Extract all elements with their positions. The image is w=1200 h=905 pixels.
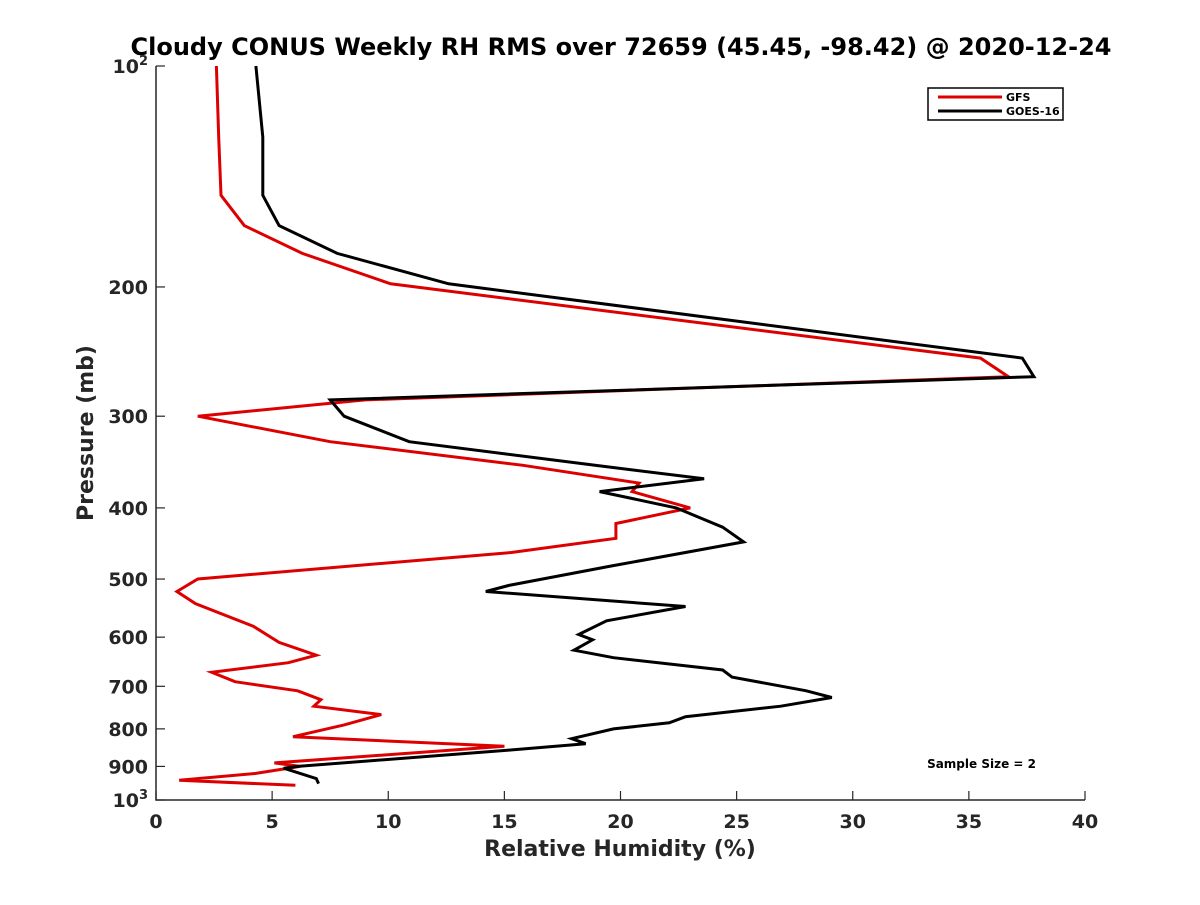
chart-title: Cloudy CONUS Weekly RH RMS over 72659 (4… bbox=[131, 33, 1112, 61]
series-line-goes16 bbox=[254, 65, 1037, 785]
y-tick-label: 500 bbox=[108, 569, 148, 591]
y-tick-label: 700 bbox=[108, 676, 148, 698]
legend-label-goes16: GOES-16 bbox=[1006, 105, 1060, 118]
x-tick-label: 20 bbox=[607, 811, 633, 833]
x-tick-label: 35 bbox=[956, 811, 982, 833]
x-tick-label: 40 bbox=[1072, 811, 1098, 833]
y-tick-label: 200 bbox=[108, 277, 148, 299]
y-tick-label: 300 bbox=[108, 406, 148, 428]
series-layer bbox=[174, 65, 1037, 787]
x-tick-label: 0 bbox=[149, 811, 162, 833]
y-tick-label: 600 bbox=[108, 627, 148, 649]
y-axis-ticks: 102 200 300 400 500 600 700 800 900 103 bbox=[108, 54, 165, 812]
x-tick-label: 25 bbox=[723, 811, 749, 833]
y-tick-label: 102 bbox=[113, 54, 149, 78]
y-tick-label: 400 bbox=[108, 498, 148, 520]
x-tick-label: 15 bbox=[491, 811, 517, 833]
y-tick-label: 103 bbox=[113, 788, 149, 812]
legend-box bbox=[927, 87, 1064, 121]
legend-label-gfs: GFS bbox=[1006, 91, 1031, 104]
x-axis-ticks: 0 5 10 15 20 25 30 35 40 bbox=[149, 791, 1098, 833]
sample-size-annotation: Sample Size = 2 bbox=[927, 757, 1036, 771]
x-tick-label: 30 bbox=[840, 811, 866, 833]
legend: GFS GOES-16 bbox=[927, 87, 1064, 121]
y-tick-label: 800 bbox=[108, 719, 148, 741]
x-tick-label: 10 bbox=[375, 811, 401, 833]
annotations: Sample Size = 2 bbox=[927, 757, 1036, 771]
y-tick-label: 900 bbox=[108, 756, 148, 778]
x-axis-label: Relative Humidity (%) bbox=[484, 837, 756, 862]
series-line-gfs bbox=[174, 65, 1014, 787]
y-axis-label: Pressure (mb) bbox=[74, 345, 99, 521]
x-tick-label: 5 bbox=[266, 811, 279, 833]
